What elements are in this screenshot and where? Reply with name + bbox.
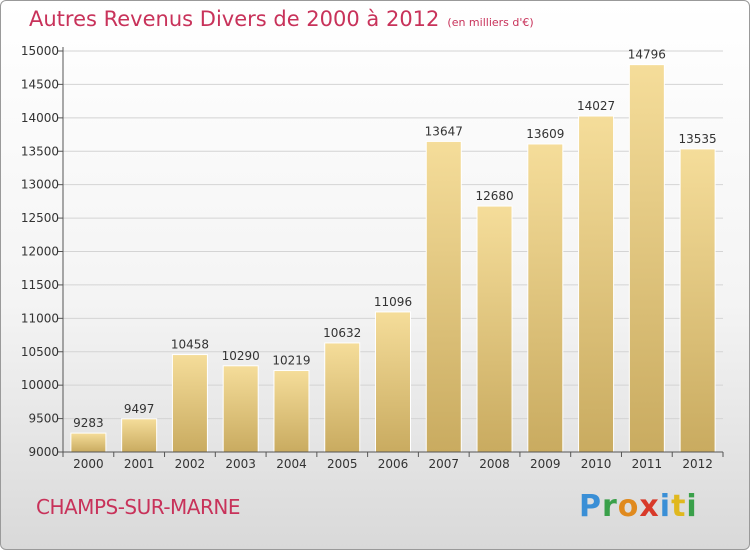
data-label: 13535 xyxy=(679,132,717,146)
logo-letter: r xyxy=(602,489,618,524)
x-tick-label: 2002 xyxy=(175,457,206,471)
x-tick-label: 2001 xyxy=(124,457,155,471)
bar-2011 xyxy=(628,64,665,453)
y-tick-label: 12000 xyxy=(21,245,59,259)
data-label: 10632 xyxy=(323,326,361,340)
y-tick-label: 11500 xyxy=(21,278,59,292)
y-tick-label: 10000 xyxy=(21,378,59,392)
x-tick-label: 2005 xyxy=(327,457,358,471)
bar-2008 xyxy=(476,205,513,453)
bar-2001 xyxy=(121,418,158,453)
logo-letter: i xyxy=(686,489,698,524)
data-label: 10458 xyxy=(171,338,209,352)
chart-title-text: Autres Revenus Divers de 2000 à 2012 xyxy=(29,7,440,31)
bar-2003 xyxy=(222,365,259,453)
data-label: 10219 xyxy=(272,354,310,368)
data-labels: 9283 9497 10458 10290 10219 10632 11096 13647 12… xyxy=(73,48,717,430)
y-tick-label: 9000 xyxy=(28,445,59,459)
y-tick-label: 13500 xyxy=(21,144,59,158)
city-name: CHAMPS-SUR-MARNE xyxy=(36,495,240,519)
logo-letter: o xyxy=(617,489,640,524)
data-label: 13647 xyxy=(425,124,463,138)
bars xyxy=(70,64,716,453)
data-label: 10290 xyxy=(222,349,260,363)
x-tick-label: 2008 xyxy=(479,457,510,471)
y-tick-label: 13000 xyxy=(21,178,59,192)
x-tick-label: 2010 xyxy=(581,457,612,471)
data-label: 12680 xyxy=(475,189,513,203)
bar-2012 xyxy=(679,148,716,453)
data-label: 14796 xyxy=(628,48,666,62)
bar-2000 xyxy=(70,432,107,453)
x-tick-label: 2009 xyxy=(530,457,561,471)
bar-2006 xyxy=(375,311,411,453)
bar-2009 xyxy=(527,143,564,453)
x-tick-label: 2007 xyxy=(428,457,459,471)
proxiti-logo: Proxiti xyxy=(579,489,698,524)
bar-2007 xyxy=(425,140,462,453)
logo-letter: P xyxy=(579,489,602,524)
chart-title: Autres Revenus Divers de 2000 à 2012 (en … xyxy=(29,7,534,31)
y-tick-label: 9500 xyxy=(28,412,59,426)
chart-unit: (en milliers d'€) xyxy=(447,16,534,29)
x-tick-label: 2012 xyxy=(682,457,713,471)
x-tick-label: 2006 xyxy=(378,457,409,471)
bar-2002 xyxy=(171,354,208,453)
x-tick-label: 2000 xyxy=(73,457,104,471)
data-label: 14027 xyxy=(577,99,615,113)
y-tick-label: 14500 xyxy=(21,77,59,91)
y-tick-label: 12500 xyxy=(21,211,59,225)
axes: 9000 9500 10000 10500 11000 11500 12000 12500 13… xyxy=(21,44,724,471)
data-label: 9283 xyxy=(73,416,104,430)
data-label: 11096 xyxy=(374,295,412,309)
data-label: 9497 xyxy=(124,402,155,416)
y-tick-label: 15000 xyxy=(21,44,59,58)
bar-2004 xyxy=(273,370,310,453)
logo-letter: i xyxy=(659,489,672,524)
x-tick-label: 2011 xyxy=(632,457,663,471)
bar-2010 xyxy=(578,115,615,453)
data-label: 13609 xyxy=(526,127,564,141)
x-tick-label: 2003 xyxy=(225,457,256,471)
logo-letter: x xyxy=(639,489,660,524)
y-tick-label: 11000 xyxy=(21,311,59,325)
bar-2005 xyxy=(324,342,361,453)
x-tick-label: 2004 xyxy=(276,457,307,471)
logo-letter: t xyxy=(671,489,687,524)
y-tick-label: 10500 xyxy=(21,345,59,359)
y-tick-label: 14000 xyxy=(21,111,59,125)
